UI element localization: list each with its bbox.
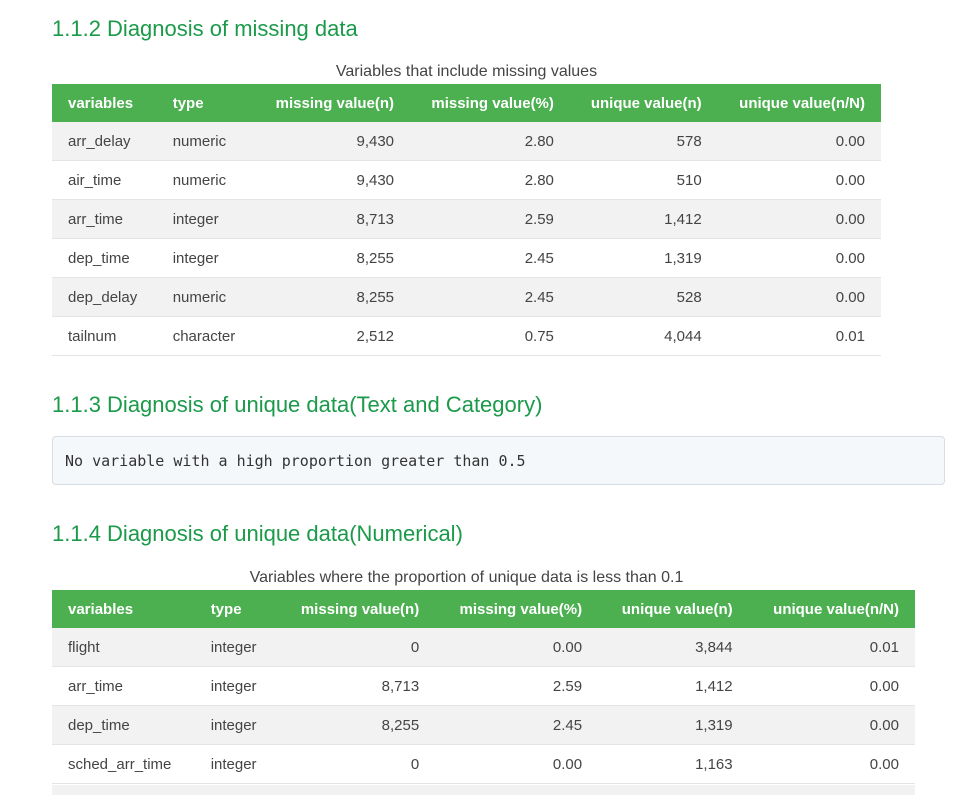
code-output-text: No variable with a high proportion great… [65, 451, 526, 470]
cell-unique-ratio: 0.01 [717, 316, 881, 356]
cell-missing-pct: 2.59 [435, 666, 599, 706]
col-header-unique-n[interactable]: unique value(n) [569, 84, 718, 122]
section-title-unique-text: 1.1.3 Diagnosis of unique data(Text and … [52, 392, 543, 417]
cell-missing-pct: 0.00 [435, 628, 599, 667]
table-row-partial [52, 785, 915, 795]
cell-missing-pct: 0.00 [435, 744, 599, 784]
table-caption-unique: Variables where the proportion of unique… [249, 569, 684, 586]
cell-type: integer [194, 666, 277, 706]
cell-unique-n: 578 [569, 122, 718, 161]
cell-missing-n: 8,255 [254, 238, 411, 278]
cell-unique-n: 510 [569, 160, 718, 200]
table-row: air_time numeric 9,430 2.80 510 0.00 [52, 160, 881, 200]
cell-variable: arr_time [52, 199, 157, 239]
col-header-variables[interactable]: variables [52, 590, 195, 628]
cell-missing-n: 9,430 [254, 122, 411, 161]
cell-unique-n: 1,412 [598, 666, 749, 706]
cell-variable: sched_arr_time [52, 744, 195, 784]
col-header-variables[interactable]: variables [52, 84, 157, 122]
table-row: sched_arr_time integer 0 0.00 1,163 0.00 [52, 744, 915, 784]
cell-type: integer [156, 199, 255, 239]
cell-variable: flight [52, 628, 195, 667]
cell-unique-ratio: 0.00 [717, 238, 881, 278]
cell-variable: air_time [52, 160, 157, 200]
unique-numerical-table: variables type missing value(n) missing … [52, 590, 915, 784]
cell-unique-n: 1,319 [598, 705, 749, 745]
col-header-unique-ratio[interactable]: unique value(n/N) [717, 84, 881, 122]
col-header-type[interactable]: type [156, 84, 255, 122]
table-caption-missing: Variables that include missing values [335, 63, 598, 80]
cell-unique-n: 3,844 [598, 628, 749, 667]
table-header-row: variables type missing value(n) missing … [52, 590, 915, 628]
table-row: arr_time integer 8,713 2.59 1,412 0.00 [52, 666, 915, 706]
section-title-missing-data: 1.1.2 Diagnosis of missing data [52, 16, 358, 41]
cell-type: integer [194, 628, 277, 667]
cell-type: numeric [156, 277, 255, 317]
table-row: dep_time integer 8,255 2.45 1,319 0.00 [52, 238, 881, 278]
code-output-block: No variable with a high proportion great… [52, 436, 945, 485]
cell-missing-n: 9,430 [254, 160, 411, 200]
cell-unique-ratio: 0.01 [748, 628, 915, 667]
cell-unique-n: 528 [569, 277, 718, 317]
cell-missing-pct: 2.80 [410, 160, 570, 200]
cell-missing-pct: 2.45 [435, 705, 599, 745]
cell-unique-ratio: 0.00 [717, 160, 881, 200]
cell-type: integer [194, 744, 277, 784]
cell-unique-n: 1,163 [598, 744, 749, 784]
cell-unique-ratio: 0.00 [717, 122, 881, 161]
table-row: tailnum character 2,512 0.75 4,044 0.01 [52, 316, 881, 356]
cell-type: character [156, 316, 255, 356]
col-header-type[interactable]: type [194, 590, 277, 628]
cell-missing-pct: 2.80 [410, 122, 570, 161]
cell-unique-ratio: 0.00 [717, 277, 881, 317]
cell-unique-n: 4,044 [569, 316, 718, 356]
cell-missing-n: 2,512 [254, 316, 411, 356]
cell-type: numeric [156, 122, 255, 161]
cell-missing-n: 8,713 [276, 666, 436, 706]
missing-values-table: variables type missing value(n) missing … [52, 84, 881, 356]
cell-unique-ratio: 0.00 [748, 705, 915, 745]
col-header-unique-ratio[interactable]: unique value(n/N) [748, 590, 915, 628]
col-header-missing-n[interactable]: missing value(n) [254, 84, 411, 122]
cell-unique-n: 1,412 [569, 199, 718, 239]
col-header-missing-pct[interactable]: missing value(%) [435, 590, 599, 628]
col-header-missing-n[interactable]: missing value(n) [276, 590, 436, 628]
cell-unique-ratio: 0.00 [748, 744, 915, 784]
cell-type: integer [156, 238, 255, 278]
table-row: arr_time integer 8,713 2.59 1,412 0.00 [52, 199, 881, 239]
table-header-row: variables type missing value(n) missing … [52, 84, 881, 122]
cell-variable: arr_time [52, 666, 195, 706]
cell-variable: arr_delay [52, 122, 157, 161]
section-title-unique-numerical: 1.1.4 Diagnosis of unique data(Numerical… [52, 521, 463, 546]
cell-missing-n: 0 [276, 628, 436, 667]
cell-missing-n: 8,713 [254, 199, 411, 239]
cell-type: integer [194, 705, 277, 745]
cell-variable: dep_time [52, 238, 157, 278]
cell-unique-ratio: 0.00 [748, 666, 915, 706]
cell-variable: dep_delay [52, 277, 157, 317]
cell-missing-pct: 2.45 [410, 238, 570, 278]
cell-variable: tailnum [52, 316, 157, 356]
cell-missing-n: 8,255 [276, 705, 436, 745]
cell-type: numeric [156, 160, 255, 200]
cell-unique-n: 1,319 [569, 238, 718, 278]
cell-unique-ratio: 0.00 [717, 199, 881, 239]
table-row: dep_time integer 8,255 2.45 1,319 0.00 [52, 705, 915, 745]
cell-missing-n: 8,255 [254, 277, 411, 317]
cell-missing-n: 0 [276, 744, 436, 784]
col-header-missing-pct[interactable]: missing value(%) [410, 84, 570, 122]
table-row: flight integer 0 0.00 3,844 0.01 [52, 628, 915, 667]
cell-missing-pct: 2.59 [410, 199, 570, 239]
table-row: dep_delay numeric 8,255 2.45 528 0.00 [52, 277, 881, 317]
cell-missing-pct: 2.45 [410, 277, 570, 317]
col-header-unique-n[interactable]: unique value(n) [598, 590, 749, 628]
table-row: arr_delay numeric 9,430 2.80 578 0.00 [52, 122, 881, 161]
cell-missing-pct: 0.75 [410, 316, 570, 356]
cell-variable: dep_time [52, 705, 195, 745]
